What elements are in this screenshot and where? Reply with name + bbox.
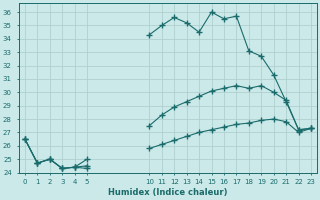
X-axis label: Humidex (Indice chaleur): Humidex (Indice chaleur) [108, 188, 228, 197]
